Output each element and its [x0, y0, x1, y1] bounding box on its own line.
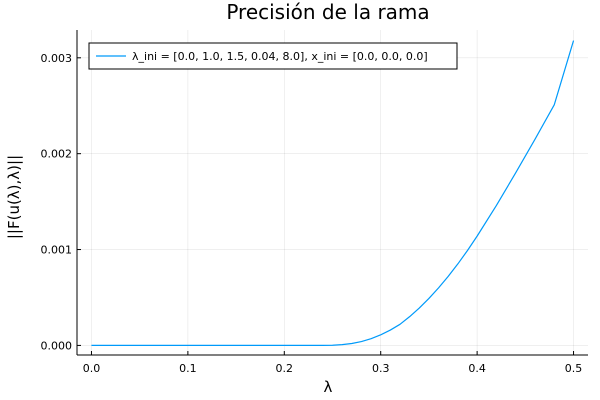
y-axis-label: ||F(u(λ),λ)||: [5, 155, 23, 239]
legend-entry: λ_ini = [0.0, 1.0, 1.5, 0.04, 8.0], x_in…: [132, 50, 428, 63]
grid: [77, 30, 588, 355]
x-tick-label: 0.1: [179, 362, 197, 375]
x-tick-label: 0.2: [276, 362, 294, 375]
plot-frame: [76, 30, 588, 356]
y-tick-label: 0.003: [41, 52, 73, 65]
series-line: [91, 40, 575, 347]
y-tick-label: 0.000: [41, 339, 73, 352]
x-axis-label: λ: [324, 378, 333, 396]
x-tick-label: 0.4: [468, 362, 486, 375]
ticks: 0.0 0.1 0.2 0.3 0.4 0.5 0.000 0.001 0.002 0.003: [41, 52, 583, 375]
series-lines: [91, 40, 575, 347]
legend-box: [88, 42, 458, 70]
x-tick-label: 0.3: [372, 362, 390, 375]
chart-title: Precisión de la rama: [226, 0, 429, 24]
x-tick-label: 0.0: [83, 362, 101, 375]
y-tick-label: 0.002: [41, 148, 73, 161]
legend: λ_ini = [0.0, 1.0, 1.5, 0.04, 8.0], x_in…: [88, 42, 458, 70]
x-tick-label: 0.5: [565, 362, 583, 375]
y-tick-label: 0.001: [41, 244, 73, 257]
